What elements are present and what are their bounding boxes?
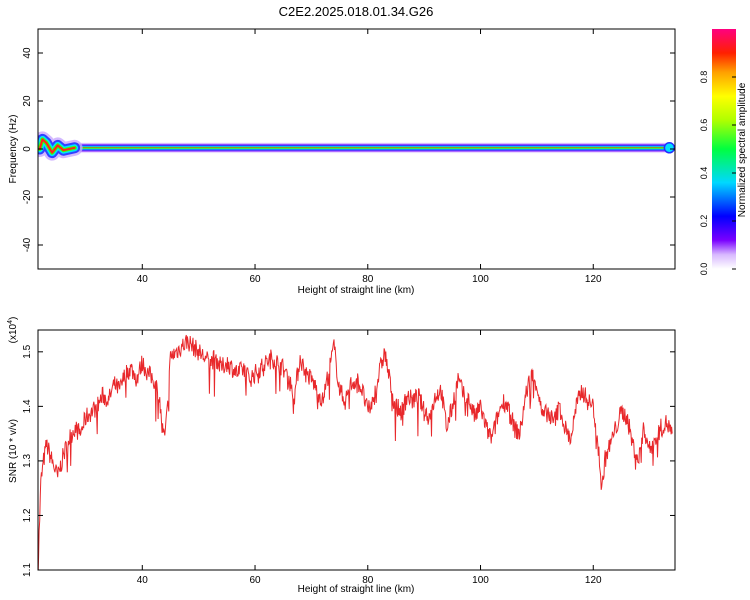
snr-x-axis-label: Height of straight line (km) (298, 584, 415, 595)
spectrogram-y-tick-label: 20 (22, 95, 33, 107)
spectrogram-panel: 40 60 80 100 120 -40 -20 0 20 40 Height of strai… (8, 28, 676, 296)
snr-panel: 40 60 80 100 120 1.1 1.2 1.3 1.4 1.5 Height of s… (7, 317, 676, 595)
colorbar-label: Normalized spectral amplitude (737, 82, 748, 217)
snr-series-line (38, 334, 673, 570)
snr-x-tick-label: 60 (249, 575, 261, 586)
colorbar-tick-label: 0.2 (699, 215, 709, 228)
snr-x-tick-label: 40 (137, 575, 149, 586)
spectrogram-x-tick-label: 120 (585, 274, 602, 285)
spectrogram-y-tick-label: -40 (22, 237, 33, 252)
snr-y-tick-label: 1.3 (22, 454, 33, 468)
snr-y-scale-label: (x104) (7, 317, 19, 344)
snr-x-tick-label: 120 (585, 575, 602, 586)
spectrogram-y-tick-label: 0 (22, 146, 33, 152)
spectrogram-ridge-end (663, 142, 675, 154)
spectrogram-x-tick-label: 80 (362, 274, 374, 285)
snr-x-ticks: 40 60 80 100 120 (137, 330, 602, 586)
snr-y-tick-label: 1.2 (22, 508, 33, 522)
colorbar-ticks: 0.0 0.2 0.4 0.6 0.8 (699, 71, 736, 276)
spectrogram-x-tick-label: 60 (249, 274, 261, 285)
snr-y-axis-label: SNR (10 * v/v) (8, 419, 19, 483)
snr-x-tick-label: 80 (362, 575, 374, 586)
colorbar-tick-label: 0.0 (699, 263, 709, 276)
colorbar-tick-label: 0.8 (699, 71, 709, 84)
spectrogram-y-tick-label: -20 (22, 189, 33, 204)
colorbar-tick-label: 0.4 (699, 167, 709, 180)
snr-plot-frame (37, 329, 676, 571)
spectrogram-x-tick-label: 40 (137, 274, 149, 285)
colorbar-tick-label: 0.6 (699, 119, 709, 132)
spectrogram-y-tick-label: 40 (22, 47, 33, 59)
spectrogram-y-axis-label: Frequency (Hz) (8, 115, 19, 184)
spectrogram-x-tick-label: 100 (472, 274, 489, 285)
colorbar-gradient (712, 29, 736, 269)
snr-y-ticks: 1.1 1.2 1.3 1.4 1.5 (22, 344, 675, 577)
spectrogram-ridge-band (38, 141, 670, 154)
snr-y-tick-label: 1.4 (22, 399, 33, 413)
spectrogram-x-axis-label: Height of straight line (km) (298, 285, 415, 296)
spectrogram-y-ticks: -40 -20 0 20 40 (22, 47, 675, 252)
chart-title: C2E2.2025.018.01.34.G26 (279, 4, 434, 19)
colorbar: 0.0 0.2 0.4 0.6 0.8 Normalized spectral ampl… (699, 29, 748, 275)
spectrogram-ridge (38, 131, 675, 161)
snr-y-tick-label: 1.1 (22, 563, 33, 577)
spectrogram-early-wiggle (38, 138, 76, 154)
snr-x-tick-label: 100 (472, 575, 489, 586)
spectrogram-x-ticks: 40 60 80 100 120 (137, 29, 602, 285)
snr-y-tick-label: 1.5 (22, 344, 33, 358)
